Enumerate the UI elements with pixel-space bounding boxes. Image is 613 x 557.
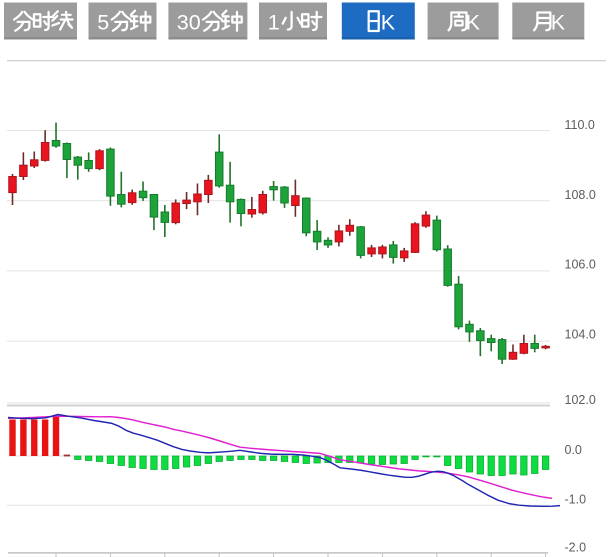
svg-text:0: 0 xyxy=(189,11,201,35)
svg-text:0.0: 0.0 xyxy=(565,443,582,457)
svg-text:110.0: 110.0 xyxy=(565,118,595,132)
svg-text:108.0: 108.0 xyxy=(565,188,596,202)
svg-text:K: K xyxy=(381,11,396,35)
svg-text:K: K xyxy=(466,11,481,35)
svg-text:-1.0: -1.0 xyxy=(565,492,587,506)
svg-text:102.0: 102.0 xyxy=(565,393,596,407)
svg-text:5: 5 xyxy=(97,11,109,35)
svg-text:106.0: 106.0 xyxy=(565,257,596,271)
svg-text:1: 1 xyxy=(268,11,280,35)
svg-text:3: 3 xyxy=(177,11,189,35)
svg-text:104.0: 104.0 xyxy=(565,328,596,342)
svg-text:K: K xyxy=(551,11,566,35)
svg-text:-2.0: -2.0 xyxy=(565,540,587,554)
